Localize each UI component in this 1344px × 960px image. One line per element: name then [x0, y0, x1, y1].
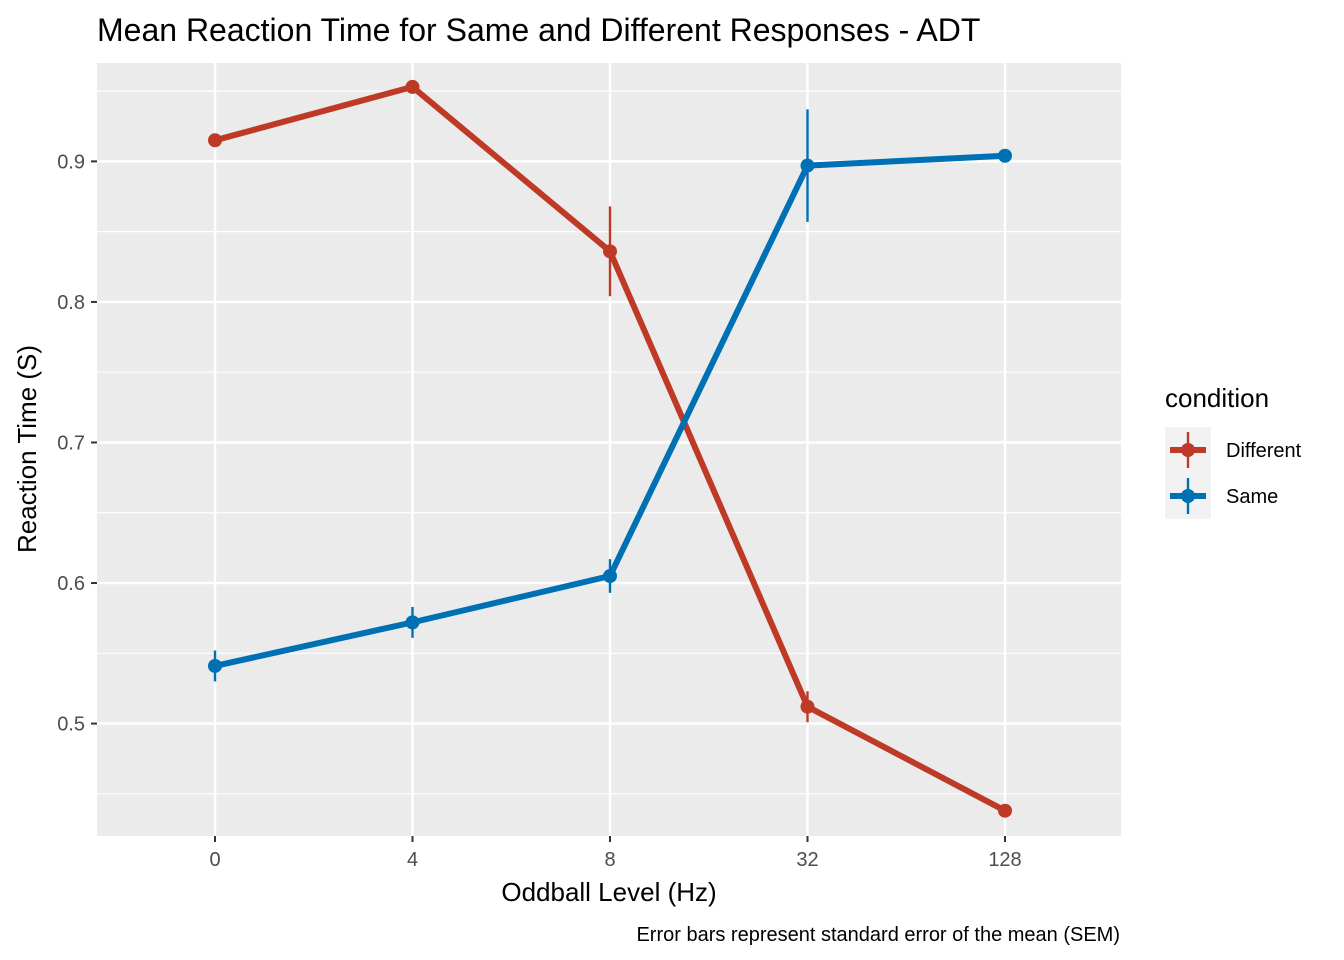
data-point-different — [800, 699, 815, 714]
data-point-different — [603, 244, 617, 259]
legend-label-different: Different — [1226, 440, 1302, 462]
x-axis: 0 4 8 32 128 — [209, 836, 1022, 871]
y-tick-label: 0.5 — [57, 714, 85, 736]
chart-caption: Error bars represent standard error of t… — [636, 924, 1120, 946]
x-tick-label: 4 — [407, 849, 418, 871]
series-points — [208, 79, 1012, 818]
data-point-same — [405, 615, 420, 630]
legend-title: condition — [1165, 383, 1269, 413]
x-axis-label: Oddball Level (Hz) — [501, 877, 716, 907]
y-tick-label: 0.6 — [57, 573, 85, 595]
legend-items: Different Same — [1165, 427, 1302, 519]
y-axis-label: Reaction Time (S) — [12, 345, 42, 553]
y-tick-label: 0.9 — [57, 151, 85, 173]
data-point-different — [405, 79, 420, 94]
legend-item-different: Different — [1165, 427, 1302, 473]
y-axis: 0.5 0.6 0.7 0.8 0.9 — [57, 151, 97, 736]
data-point-same — [208, 658, 222, 673]
data-point-same — [998, 148, 1012, 163]
legend: condition Different Same — [1165, 383, 1302, 519]
data-point-same — [603, 568, 617, 583]
x-tick-label: 128 — [988, 849, 1021, 871]
legend-point-different — [1181, 443, 1195, 457]
data-point-different — [998, 803, 1012, 818]
y-tick-label: 0.8 — [57, 292, 85, 314]
legend-label-same: Same — [1226, 486, 1278, 508]
y-tick-label: 0.7 — [57, 432, 85, 454]
data-point-same — [800, 158, 815, 173]
x-tick-label: 8 — [604, 849, 615, 871]
chart-title: Mean Reaction Time for Same and Differen… — [97, 12, 980, 48]
legend-point-same — [1181, 489, 1195, 503]
x-tick-label: 32 — [796, 849, 818, 871]
data-point-different — [208, 133, 222, 148]
legend-item-same: Same — [1165, 473, 1278, 519]
x-tick-label: 0 — [209, 849, 220, 871]
